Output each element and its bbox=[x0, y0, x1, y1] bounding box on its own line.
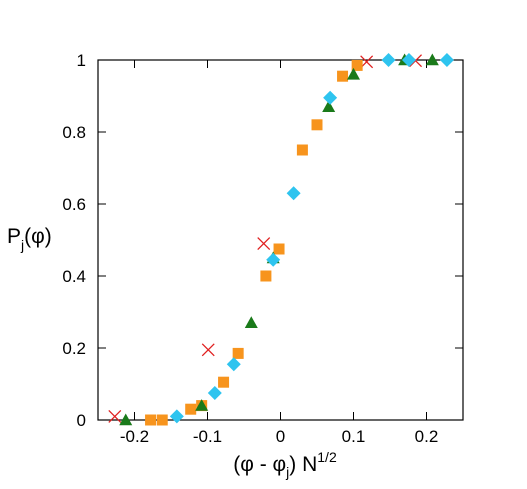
diamond-point bbox=[381, 53, 396, 67]
square-point bbox=[273, 243, 285, 255]
x-tick-label: 0.1 bbox=[342, 427, 366, 446]
square-point bbox=[351, 59, 363, 71]
diamond-point bbox=[226, 357, 241, 372]
tick-labels: -0.2 -0.1 0 0.1 0.2 0 0.2 0.4 0.6 0.8 1 bbox=[62, 51, 438, 446]
x-tick-label: 0.2 bbox=[415, 427, 439, 446]
triangle-point bbox=[347, 67, 360, 80]
square-point bbox=[337, 70, 349, 82]
diamond-point bbox=[286, 186, 301, 201]
diamond-point bbox=[439, 53, 454, 67]
square-point bbox=[185, 403, 197, 415]
diamond-point bbox=[401, 53, 416, 67]
x-axis-label: (φ - φj) N1/2 bbox=[233, 449, 337, 480]
data-points bbox=[108, 53, 454, 426]
series-x bbox=[108, 54, 423, 423]
series-triangle bbox=[119, 53, 439, 426]
square-point bbox=[156, 414, 168, 426]
diamond-point bbox=[207, 386, 222, 400]
triangle-point bbox=[425, 53, 439, 66]
y-tick-label: 0 bbox=[77, 411, 86, 430]
plot-frame bbox=[97, 59, 464, 421]
y-tick-label: 0.4 bbox=[62, 267, 86, 286]
triangle-point bbox=[195, 399, 209, 411]
triangle-point bbox=[244, 316, 258, 328]
x-tick-label: -0.2 bbox=[120, 427, 149, 446]
square-point bbox=[232, 347, 244, 359]
y-tick-label: 1 bbox=[77, 51, 86, 70]
y-tick-label: 0.2 bbox=[62, 339, 86, 358]
diamond-point bbox=[323, 90, 338, 105]
square-point bbox=[296, 144, 308, 156]
square-point bbox=[311, 119, 323, 131]
triangle-point bbox=[322, 100, 336, 112]
x-point bbox=[257, 237, 271, 251]
y-tick-label: 0.6 bbox=[62, 195, 86, 214]
y-axis-label: Pj(φ) bbox=[7, 225, 52, 253]
series-diamond bbox=[169, 53, 454, 424]
diamond-point bbox=[266, 252, 281, 267]
x-tick-label: -0.1 bbox=[193, 427, 222, 446]
ticks bbox=[98, 59, 463, 421]
x-point bbox=[201, 343, 215, 357]
series-square bbox=[145, 59, 363, 426]
y-tick-label: 0.8 bbox=[62, 123, 86, 142]
x-tick-label: 0 bbox=[276, 427, 285, 446]
square-point bbox=[260, 270, 272, 282]
triangle-point bbox=[119, 413, 133, 426]
square-point bbox=[145, 414, 157, 426]
x-point bbox=[108, 409, 122, 423]
diamond-point bbox=[169, 409, 184, 424]
square-point bbox=[218, 376, 230, 388]
